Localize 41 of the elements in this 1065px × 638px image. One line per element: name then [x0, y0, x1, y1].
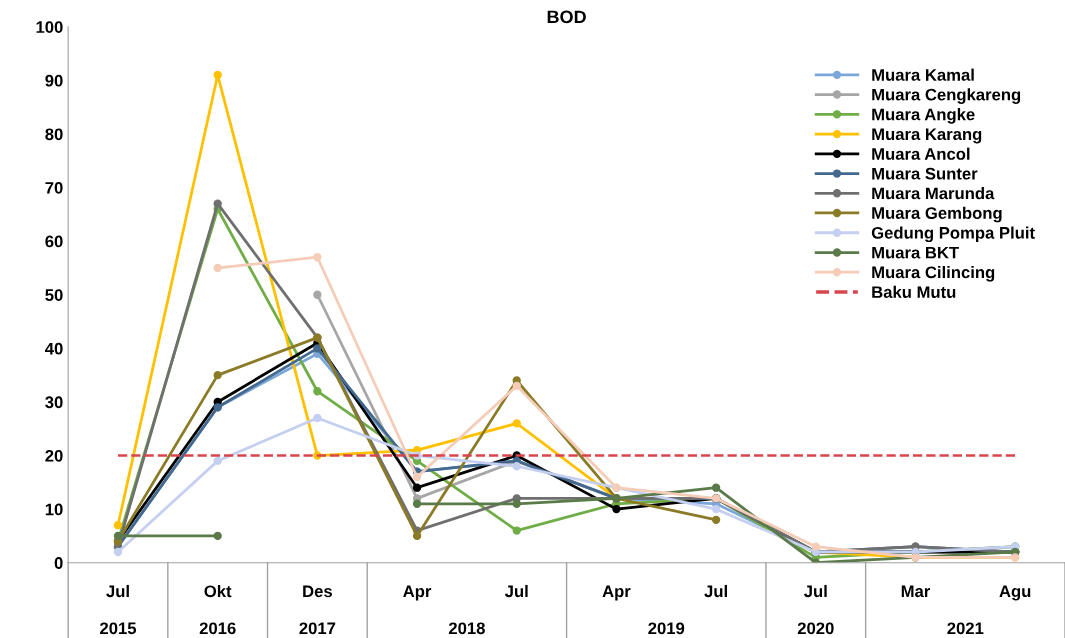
legend-label: Muara BKT — [872, 246, 959, 259]
text: 2015 — [100, 622, 137, 635]
legend-label: Muara Kamal — [872, 68, 974, 81]
legend-label: Muara Cilincing — [872, 265, 995, 282]
legend-label: Muara Gembong — [872, 206, 1002, 223]
y-tick-label: 60 — [45, 235, 63, 248]
x-tick-label: Apr — [403, 585, 432, 601]
x-tick-label: Jul — [504, 584, 528, 598]
y-tick-label: 20 — [45, 449, 63, 462]
y-tick-label: 70 — [45, 181, 63, 194]
legend-label: Muara Sunter — [872, 167, 978, 180]
legend-label: Gedung Pompa Pluit — [871, 226, 1035, 243]
x-tick-label: Apr — [602, 585, 631, 601]
legend-label: Muara Ancol — [872, 147, 970, 160]
text: 2021 — [947, 622, 984, 635]
text: 2020 — [797, 622, 834, 635]
legend-label: Baku Mutu — [872, 285, 956, 299]
legend-label: Muara Karang — [872, 128, 982, 144]
x-tick-label: Des — [303, 585, 332, 598]
text: 2018 — [448, 622, 485, 635]
text: 2019 — [648, 622, 685, 635]
y-tick-label: 100 — [36, 21, 63, 33]
x-tick-label: Agu — [999, 585, 1031, 601]
y-tick-label: 90 — [45, 74, 63, 87]
x-tick-label: Jul — [106, 584, 129, 598]
y-tick-label: 0 — [54, 557, 63, 569]
x-tick-label: Mar — [901, 585, 931, 598]
y-tick-label: 50 — [45, 289, 63, 301]
text: 2016 — [199, 622, 236, 635]
y-tick-label: 30 — [45, 396, 63, 409]
x-tick-label: Jul — [704, 584, 727, 598]
legend-label: Muara Cengkareng — [872, 88, 1021, 104]
legend-label: Muara Angke — [872, 108, 975, 124]
x-tick-label: Okt — [204, 584, 232, 598]
y-tick-label: 80 — [45, 128, 63, 141]
y-tick-label: 40 — [45, 342, 63, 355]
chart-title: BOD — [547, 10, 586, 24]
x-tick-label: Jul — [804, 584, 827, 598]
y-tick-label: 10 — [45, 503, 63, 516]
text: 2017 — [299, 622, 336, 635]
legend-label: Muara Marunda — [872, 187, 995, 200]
